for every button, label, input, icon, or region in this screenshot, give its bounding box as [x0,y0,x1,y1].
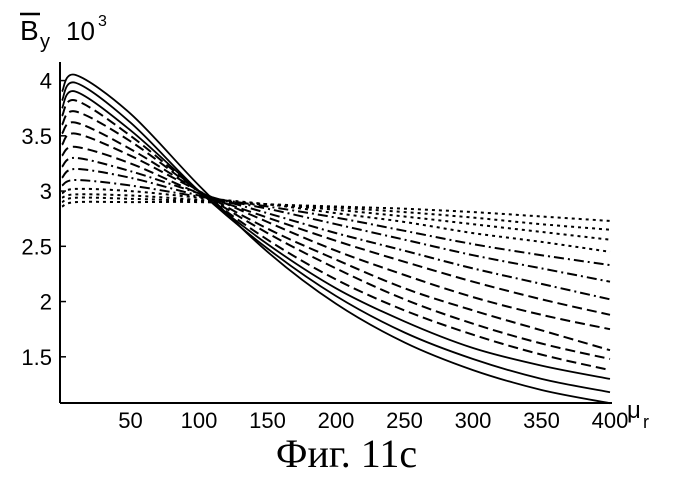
series-line-4 [62,100,610,370]
series-line-1 [62,75,610,404]
y-tick-label: 3.5 [21,124,52,149]
series-line-7 [62,133,610,329]
series-line-5 [62,111,610,359]
x-label-symbol: μ [627,397,641,424]
y-label-multiplier: 10 [66,16,95,46]
series-line-15 [62,202,610,221]
x-label-subscript: r [643,412,649,432]
y-label-symbol: B [20,15,39,46]
y-label-exponent: 3 [98,13,107,30]
series-line-12 [62,189,610,252]
series-line-6 [62,122,610,350]
x-axis-label: μ r [627,397,649,432]
y-label-subscript: y [40,31,50,53]
series-line-11 [62,180,610,265]
series-layer [62,75,610,404]
series-line-9 [62,158,610,299]
y-tick-label: 4 [40,69,52,94]
y-axis-label: B y 10 3 [20,13,107,53]
series-line-2 [62,82,610,392]
figure-caption: Фиг. 11с [0,430,693,477]
y-tick-label: 1.5 [21,345,52,370]
series-line-3 [62,91,610,379]
y-tick-label: 2.5 [21,234,52,259]
series-line-8 [62,147,610,315]
y-tick-label: 2 [40,290,52,315]
y-tick-label: 3 [40,179,52,204]
series-line-10 [62,169,610,282]
